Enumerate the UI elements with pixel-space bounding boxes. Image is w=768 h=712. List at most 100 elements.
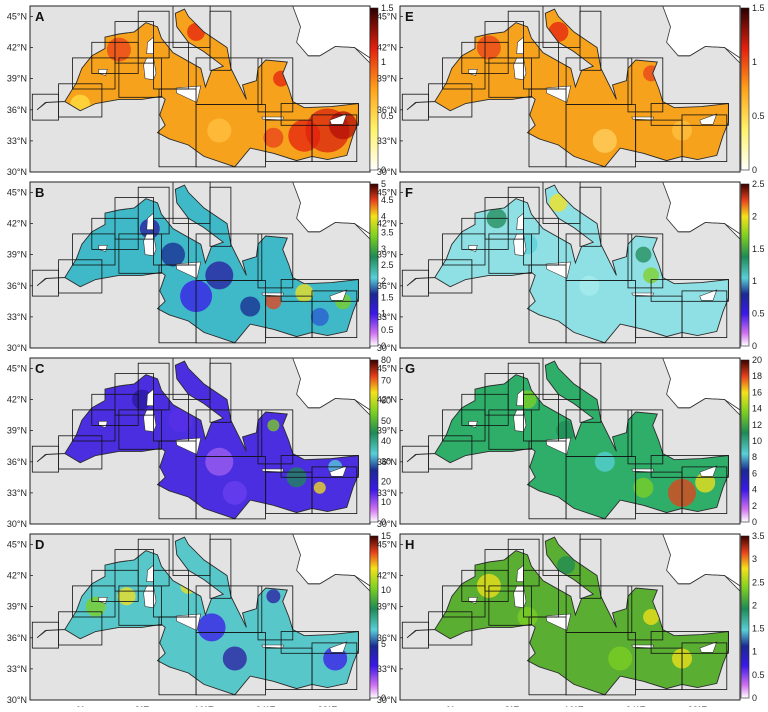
lat-tick-label: 33°N (7, 312, 27, 322)
analysis-box (257, 585, 294, 641)
colorbar-gradient (369, 535, 379, 699)
island (175, 261, 202, 279)
map-panel-h: H45°N42°N39°N36°N33°N30°N0°8°E16°E24°E32… (377, 533, 741, 712)
lat-tick-label: 36°N (377, 457, 397, 467)
panel-frame (399, 357, 741, 525)
lat-tick-label: 39°N (377, 426, 397, 436)
lat-tick-label: 36°N (7, 105, 27, 115)
island (98, 244, 108, 252)
island (699, 641, 718, 653)
map-panel-g: G 45°N 42°N 39°N 36°N 33°N 30°N (377, 357, 741, 529)
analysis-box (58, 83, 103, 118)
analysis-box (257, 409, 294, 465)
analysis-box (681, 290, 728, 339)
lat-tick-label: 33°N (7, 664, 27, 674)
field-patch (222, 480, 247, 505)
colorbar-tick-label: 3 (381, 244, 386, 254)
lat-tick-label: 45°N (377, 11, 397, 21)
island (175, 85, 202, 103)
analysis-box (579, 538, 602, 599)
analysis-box (209, 362, 232, 423)
field-patch (197, 613, 226, 642)
field-patch (205, 261, 234, 290)
field-patch (267, 419, 280, 432)
colorbar-tick-label: 0 (752, 165, 757, 175)
colorbar-tick-label: 60 (381, 396, 391, 406)
analysis-box (627, 233, 664, 289)
colorbar-tick-label: 3 (752, 554, 757, 564)
lat-tick-label: 39°N (7, 250, 27, 260)
lat-tick-label: 33°N (377, 488, 397, 498)
coastline (678, 46, 740, 59)
lat-tick-label: 30°N (7, 343, 27, 353)
colorbar-a: 1.5 1 0.5 0 (369, 3, 394, 175)
colorbar-tick-label: 1 (752, 647, 757, 657)
colorbar-tick-label: 18 (752, 371, 762, 381)
colorbar-tick-label: 4 (752, 485, 757, 495)
island (468, 596, 478, 604)
colorbar-h: 3.5 3 2.5 2 1.5 1 0.5 0 (740, 531, 765, 703)
analysis-box (488, 409, 532, 450)
lat-tick-label: 30°N (7, 519, 27, 529)
lat-tick-label: 39°N (377, 250, 397, 260)
colorbar-tick-label: 2.5 (752, 577, 765, 587)
analysis-box (58, 611, 103, 646)
island (468, 420, 478, 428)
analysis-box (579, 362, 602, 423)
colorbar-tick-label: 30 (381, 456, 391, 466)
island (98, 68, 108, 76)
analysis-box (209, 538, 232, 599)
island (545, 613, 572, 631)
field-patch (557, 556, 576, 575)
island (699, 289, 718, 301)
analysis-box (681, 466, 728, 515)
field-patch (168, 408, 193, 433)
lat-tick-label: 45°N (7, 187, 27, 197)
field-patch (579, 275, 600, 296)
field-patch (222, 646, 247, 671)
analysis-box (118, 409, 162, 450)
colorbar-tick-label: 12 (752, 420, 762, 430)
panel-frame (399, 533, 741, 701)
analysis-box (488, 57, 532, 98)
field-patch (240, 296, 261, 317)
coastline (308, 398, 370, 411)
island (175, 437, 202, 455)
lat-tick-label: 39°N (7, 602, 27, 612)
lat-tick-label: 39°N (7, 426, 27, 436)
lat-tick-label: 39°N (377, 74, 397, 84)
field-patch (295, 284, 314, 302)
analysis-box (428, 611, 473, 646)
colorbar-tick-label: 10 (381, 585, 391, 595)
field-patch (161, 242, 185, 267)
analysis-box (428, 435, 473, 470)
lat-tick-label: 36°N (7, 281, 27, 291)
colorbar-tick-label: 70 (381, 375, 391, 385)
colorbar-tick-label: 2 (752, 211, 757, 221)
field-patch (633, 477, 654, 498)
lat-tick-label: 33°N (377, 664, 397, 674)
lat-tick-label: 42°N (7, 571, 27, 581)
lat-tick-label: 45°N (377, 187, 397, 197)
island (98, 420, 108, 428)
panel-letter: D (35, 537, 44, 552)
island (513, 57, 527, 81)
island (329, 289, 348, 301)
colorbar-tick-label: 2.5 (381, 260, 394, 270)
island (468, 68, 478, 76)
colorbar-tick-label: 14 (752, 404, 762, 414)
colorbar-tick-label: 8 (752, 452, 757, 462)
lat-tick-label: 42°N (377, 219, 397, 229)
analysis-box (311, 466, 358, 515)
colorbar-tick-label: 1 (381, 57, 386, 67)
coastline (678, 574, 740, 587)
field-patch (608, 646, 633, 671)
map-panel-f: F 45°N 42°N 39°N 36°N 33°N 30°N (377, 181, 741, 353)
lat-tick-label: 36°N (377, 633, 397, 643)
colorbar-tick-label: 2 (752, 600, 757, 610)
analysis-box (311, 290, 358, 339)
island (513, 233, 527, 257)
lat-tick-label: 30°N (377, 167, 397, 177)
island (545, 261, 572, 279)
